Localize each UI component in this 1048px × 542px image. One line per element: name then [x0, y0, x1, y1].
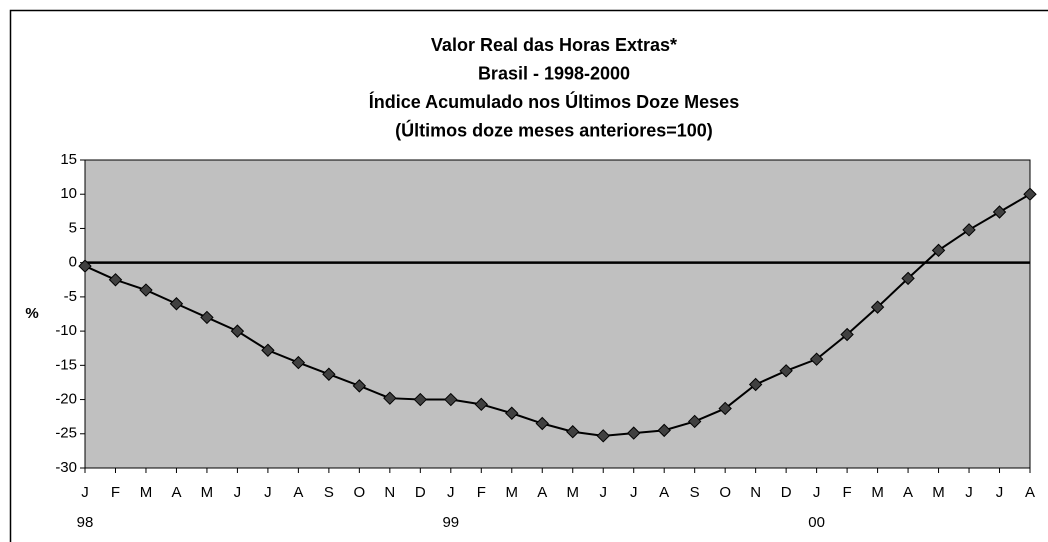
x-tick-label: A: [537, 484, 547, 501]
x-tick-label: O: [354, 484, 366, 501]
data-line: [84, 193, 1031, 437]
data-point: [870, 300, 885, 314]
y-tick-label: -30: [55, 459, 77, 476]
x-tick-label: J: [996, 484, 1004, 501]
data-point: [748, 377, 763, 392]
y-tick-label: -15: [55, 356, 77, 373]
data-point: [200, 310, 214, 325]
y-axis-label: %: [25, 305, 38, 322]
x-tick-label: M: [140, 484, 153, 501]
x-tick-label: J: [81, 484, 89, 501]
x-tick-label: F: [843, 484, 852, 501]
data-point: [261, 343, 275, 357]
data-point: [291, 355, 306, 370]
data-point: [809, 352, 824, 366]
x-tick-label: F: [477, 484, 486, 501]
y-tick-label: -25: [55, 425, 77, 442]
data-point: [1023, 187, 1037, 201]
data-point: [962, 223, 976, 237]
x-tick-label: D: [781, 484, 792, 501]
x-tick-label: A: [293, 484, 303, 501]
x-tick-label: J: [813, 484, 821, 501]
x-tick-label: N: [384, 484, 395, 501]
chart-title: (Últimos doze meses anteriores=100): [395, 119, 713, 140]
x-tick-label: J: [599, 484, 607, 501]
data-point: [444, 392, 458, 407]
data-point: [169, 297, 184, 311]
data-point: [657, 423, 671, 438]
x-tick-label: J: [965, 484, 973, 501]
x-tick-label: M: [506, 484, 519, 501]
x-tick-label: J: [264, 484, 272, 501]
plot-area: [84, 159, 1031, 469]
y-tick-label: -10: [55, 322, 77, 339]
data-point: [901, 271, 915, 286]
data-point: [687, 414, 702, 429]
x-tick-label: N: [750, 484, 761, 501]
data-point: [840, 327, 854, 342]
x-tick-label: J: [630, 484, 638, 501]
data-point: [108, 273, 123, 287]
x-tick-label: J: [234, 484, 242, 501]
x-tick-label: O: [719, 484, 731, 501]
x-tick-label: S: [324, 484, 334, 501]
x-tick-label: M: [871, 484, 884, 501]
x-tick-label: J: [447, 484, 455, 501]
x-tick-label: M: [566, 484, 579, 501]
data-point: [78, 259, 92, 273]
year-label: 99: [442, 514, 459, 531]
data-point: [352, 379, 367, 393]
x-tick-label: A: [1025, 484, 1035, 501]
x-tick-label: S: [690, 484, 700, 501]
x-tick-label: M: [201, 484, 214, 501]
x-tick-label: A: [903, 484, 913, 501]
data-point: [596, 429, 610, 443]
y-tick-label: -20: [55, 391, 77, 408]
data-point: [718, 401, 732, 416]
y-tick-label: 15: [60, 151, 77, 168]
chart-title: Valor Real das Horas Extras*: [431, 35, 677, 55]
year-label: 00: [808, 514, 825, 531]
x-tick-label: M: [932, 484, 945, 501]
x-tick-label: D: [415, 484, 426, 501]
x-tick-label: F: [111, 484, 120, 501]
data-point: [505, 406, 519, 420]
data-point: [230, 324, 245, 338]
y-tick-label: 10: [60, 185, 77, 202]
y-tick-label: 5: [69, 219, 77, 236]
y-tick-label: -5: [64, 288, 77, 305]
x-tick-label: A: [659, 484, 669, 501]
x-tick-label: A: [171, 484, 181, 501]
year-label: 98: [77, 514, 94, 531]
data-point: [474, 397, 488, 412]
y-tick-label: 0: [69, 254, 77, 271]
data-point: [992, 205, 1007, 219]
data-point: [627, 426, 641, 440]
chart-title: Brasil - 1998-2000: [478, 63, 630, 83]
data-point: [383, 391, 397, 405]
data-point: [566, 425, 580, 439]
chart-title: Índice Acumulado nos Últimos Doze Meses: [369, 91, 739, 112]
data-point: [322, 367, 336, 381]
data-point: [779, 364, 793, 378]
data-point: [535, 416, 549, 431]
data-point: [139, 283, 153, 297]
data-point: [931, 243, 946, 258]
data-point: [413, 392, 428, 407]
